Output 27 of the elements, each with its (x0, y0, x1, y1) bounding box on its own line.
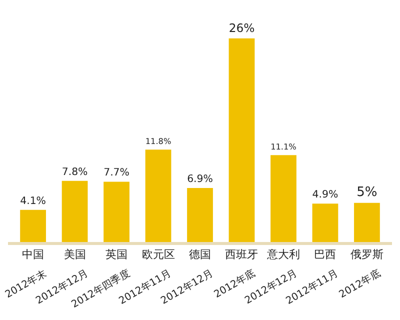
data-label: 26% (228, 20, 255, 35)
x-tick-label: 美国 (64, 248, 86, 262)
x-tick-label: 西班牙 (225, 248, 258, 262)
x-tick-label: 俄罗斯 (350, 248, 384, 262)
data-label: 7.8% (62, 166, 88, 178)
data-label: 11.8% (145, 136, 172, 146)
x-tick-label: 巴西 (314, 248, 336, 262)
bar (187, 188, 213, 242)
data-label: 5% (356, 184, 378, 200)
bar (145, 150, 172, 242)
bar (270, 155, 296, 242)
data-label: 6.9% (187, 174, 214, 185)
bar (228, 38, 255, 242)
bar (62, 180, 88, 242)
x-tick-label: 德国 (189, 248, 211, 262)
bar (354, 202, 380, 242)
data-label: 4.1% (20, 196, 46, 207)
bar (312, 204, 338, 242)
x-tick-label: 欧元区 (142, 248, 175, 262)
data-label: 11.1% (270, 142, 297, 152)
bar (20, 210, 46, 242)
data-label: 7.7% (104, 168, 130, 179)
bar (104, 182, 130, 242)
x-tick-label: 英国 (106, 248, 128, 262)
x-tick-label: 中国 (22, 248, 44, 262)
x-tick-label: 意大利 (266, 248, 300, 262)
data-label: 4.9% (312, 189, 338, 200)
